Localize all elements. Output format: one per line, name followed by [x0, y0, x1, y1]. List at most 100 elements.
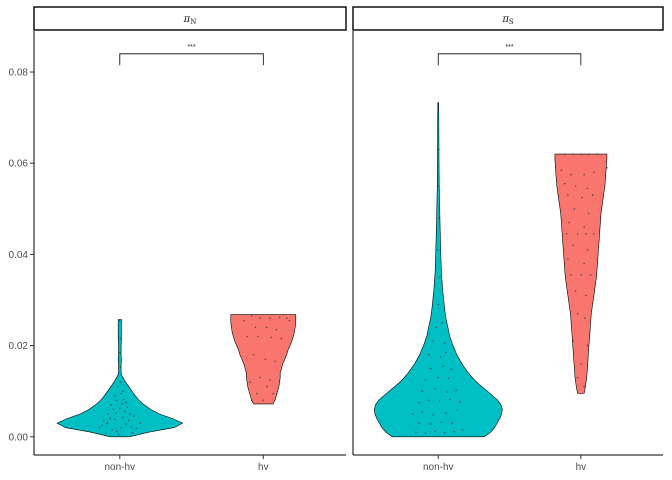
data-point [259, 376, 261, 379]
data-point [437, 107, 440, 110]
data-point [585, 294, 587, 297]
data-point [427, 353, 430, 356]
data-point [576, 376, 579, 379]
data-point [432, 414, 434, 416]
data-point [133, 415, 135, 418]
data-point [586, 344, 589, 347]
data-point [129, 413, 131, 415]
data-point [257, 335, 259, 338]
data-point [593, 233, 595, 235]
data-point [269, 379, 271, 381]
data-point [113, 418, 116, 421]
data-point [437, 185, 440, 187]
data-point [437, 303, 440, 306]
y-tick-label: 0.06 [9, 159, 29, 170]
data-point [254, 326, 257, 329]
data-point [119, 381, 122, 383]
x-tick-label: non-hv [105, 462, 136, 473]
data-point [278, 316, 281, 319]
data-point [272, 392, 274, 395]
data-point [130, 425, 133, 428]
data-point [110, 404, 112, 406]
data-point [125, 401, 127, 404]
data-point [270, 336, 272, 339]
data-point [120, 392, 122, 395]
data-point [104, 432, 107, 434]
data-point [576, 233, 579, 235]
data-point [586, 187, 589, 190]
data-point [567, 194, 569, 196]
data-point [265, 326, 268, 329]
data-point [285, 317, 288, 320]
data-point [421, 410, 424, 413]
data-point [441, 322, 443, 324]
data-point [443, 431, 446, 434]
data-point [262, 399, 265, 402]
data-point [264, 358, 267, 361]
data-point [275, 328, 278, 331]
data-point [437, 376, 440, 379]
data-point [415, 431, 417, 434]
data-point [596, 153, 598, 155]
data-point [252, 353, 255, 356]
data-point [429, 423, 432, 425]
data-point [115, 399, 118, 402]
data-point [429, 367, 432, 370]
data-point [434, 388, 436, 390]
data-point [455, 389, 458, 392]
data-point [580, 274, 582, 276]
data-point [119, 366, 122, 369]
data-point [269, 317, 271, 320]
data-point [131, 432, 134, 434]
data-point [438, 276, 441, 279]
data-point [128, 419, 130, 422]
data-point [438, 400, 441, 403]
data-point [255, 392, 258, 395]
data-point [126, 406, 129, 408]
data-point [427, 399, 430, 402]
data-point [250, 399, 253, 402]
data-point [266, 385, 269, 388]
violin-non-hv [373, 102, 503, 438]
data-point [250, 315, 253, 317]
data-point [122, 416, 124, 419]
data-point [587, 153, 590, 155]
significance-bracket [437, 53, 582, 66]
data-point [576, 312, 579, 315]
data-point [580, 153, 582, 155]
data-point [586, 249, 589, 251]
data-point [117, 433, 120, 436]
data-point [447, 377, 450, 380]
violin-non-hv [56, 319, 184, 438]
data-point [583, 385, 585, 388]
facet-strip [33, 6, 347, 31]
data-point [421, 390, 424, 393]
data-point [107, 413, 110, 415]
data-point [446, 391, 449, 393]
data-point [119, 351, 121, 354]
data-point [442, 365, 445, 367]
data-point [139, 422, 142, 424]
data-point [111, 429, 113, 431]
data-point [115, 430, 118, 433]
data-point [453, 430, 456, 433]
facet-strip-label: πN [183, 14, 197, 26]
data-point [112, 408, 115, 411]
data-point [424, 432, 427, 434]
data-point [567, 258, 569, 260]
data-point [570, 173, 572, 176]
data-point [570, 274, 572, 276]
data-point [434, 430, 436, 433]
data-point [109, 417, 111, 420]
significance-label: *** [187, 44, 195, 51]
significance-bracket [119, 53, 264, 66]
data-point [243, 319, 245, 322]
data-point [451, 422, 454, 424]
data-point [440, 421, 443, 424]
data-point [117, 385, 119, 388]
data-point [563, 153, 566, 155]
data-point [563, 182, 566, 185]
data-point [593, 171, 595, 174]
data-point [418, 422, 420, 424]
data-point [119, 319, 121, 322]
